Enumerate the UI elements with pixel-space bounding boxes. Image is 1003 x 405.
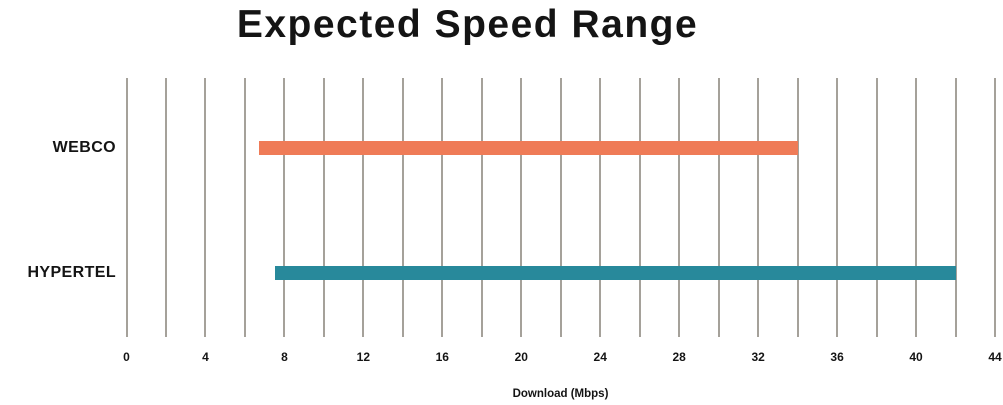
x-tick-label: 28 — [672, 350, 686, 364]
gridline — [796, 78, 799, 337]
gridline — [757, 78, 760, 337]
x-tick-label: 12 — [356, 350, 371, 364]
gridline — [994, 78, 996, 337]
gridline — [362, 78, 365, 337]
x-axis-label: Download (Mbps) — [512, 388, 609, 400]
gridline — [243, 78, 246, 337]
gridline — [520, 78, 523, 337]
x-tick-label: 36 — [830, 350, 844, 364]
gridline — [717, 78, 720, 337]
x-tick-label: 40 — [909, 350, 923, 364]
range-bar-webco — [258, 141, 798, 155]
gridline — [954, 78, 957, 337]
gridline — [875, 78, 878, 337]
gridline — [322, 78, 325, 337]
x-tick-label: 32 — [751, 350, 765, 364]
gridline — [678, 78, 681, 337]
category-label-webco: WEBCO — [52, 139, 116, 156]
gridline — [125, 78, 128, 337]
gridline — [204, 78, 207, 337]
gridline — [559, 78, 562, 337]
gridline — [480, 78, 483, 337]
x-tick-label: 16 — [435, 350, 449, 364]
x-tick-label: 0 — [123, 350, 130, 364]
gridline — [836, 78, 839, 337]
x-tick-label: 4 — [202, 350, 209, 364]
gridline — [283, 78, 286, 337]
range-bar-hypertel — [274, 266, 956, 280]
gridline — [915, 78, 918, 337]
x-tick-label: 44 — [988, 350, 1002, 364]
gridline — [441, 78, 444, 337]
x-tick-label: 20 — [514, 350, 528, 364]
x-tick-label: 24 — [593, 350, 607, 364]
gridline — [164, 78, 167, 337]
gridline — [401, 78, 404, 337]
chart-title: Expected Speed Range — [236, 3, 699, 46]
category-label-hypertel: HYPERTEL — [27, 264, 116, 281]
gridline — [638, 78, 641, 337]
x-tick-label: 8 — [281, 350, 288, 364]
gridline — [599, 78, 602, 337]
